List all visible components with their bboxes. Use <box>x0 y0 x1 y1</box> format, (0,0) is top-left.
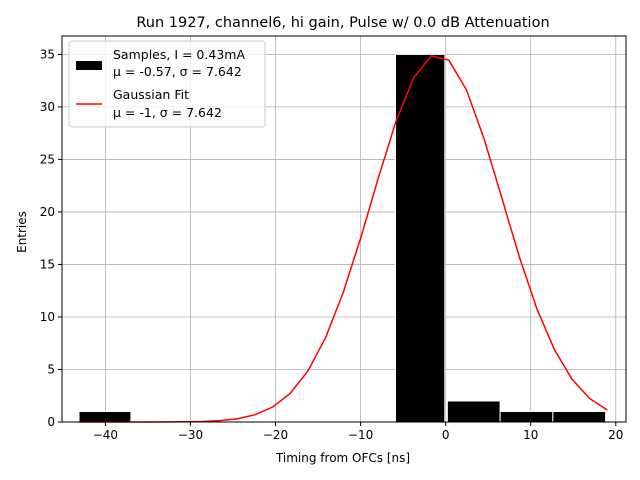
y-tick-label: 30 <box>40 100 55 114</box>
x-tick-label: −10 <box>348 428 373 442</box>
x-tick-label: 0 <box>442 428 450 442</box>
y-tick-label: 20 <box>40 205 55 219</box>
x-tick-label: −40 <box>93 428 118 442</box>
histogram-bar <box>446 400 501 423</box>
legend: Samples, I = 0.43mA μ = -0.57, σ = 7.642… <box>68 40 266 128</box>
y-tick-label: 35 <box>40 47 55 61</box>
x-tick-label: 10 <box>523 428 538 442</box>
histogram-bars <box>78 53 607 423</box>
y-tick-label: 25 <box>40 152 55 166</box>
x-tick-label: −20 <box>263 428 288 442</box>
histogram-bar <box>552 410 607 423</box>
y-tick-label: 0 <box>47 415 55 429</box>
histogram-bar <box>394 53 446 423</box>
x-tick-label: −30 <box>178 428 203 442</box>
legend-samples-swatch <box>76 61 102 70</box>
y-tick-label: 5 <box>47 362 55 376</box>
x-axis-label: Timing from OFCs [ns] <box>275 451 410 465</box>
legend-fit-label: Gaussian Fit <box>113 87 189 102</box>
histogram-bar <box>499 410 554 423</box>
chart-title: Run 1927, channel6, hi gain, Pulse w/ 0.… <box>136 15 549 31</box>
y-tick-label: 10 <box>40 310 55 324</box>
axes: −40 −30 −20 −10 0 10 20 0 5 10 15 20 25 30 35 <box>40 35 627 442</box>
y-axis-label: Entries <box>15 211 29 253</box>
axes-frame <box>61 35 627 423</box>
legend-fit-stats: μ = -1, σ = 7.642 <box>113 105 222 120</box>
y-tick-label: 15 <box>40 257 55 271</box>
legend-samples-label: Samples, I = 0.43mA <box>113 47 245 62</box>
x-tick-label: 20 <box>608 428 623 442</box>
legend-samples-stats: μ = -0.57, σ = 7.642 <box>113 64 242 79</box>
histogram-bar <box>78 410 132 423</box>
legend-frame <box>68 40 266 128</box>
